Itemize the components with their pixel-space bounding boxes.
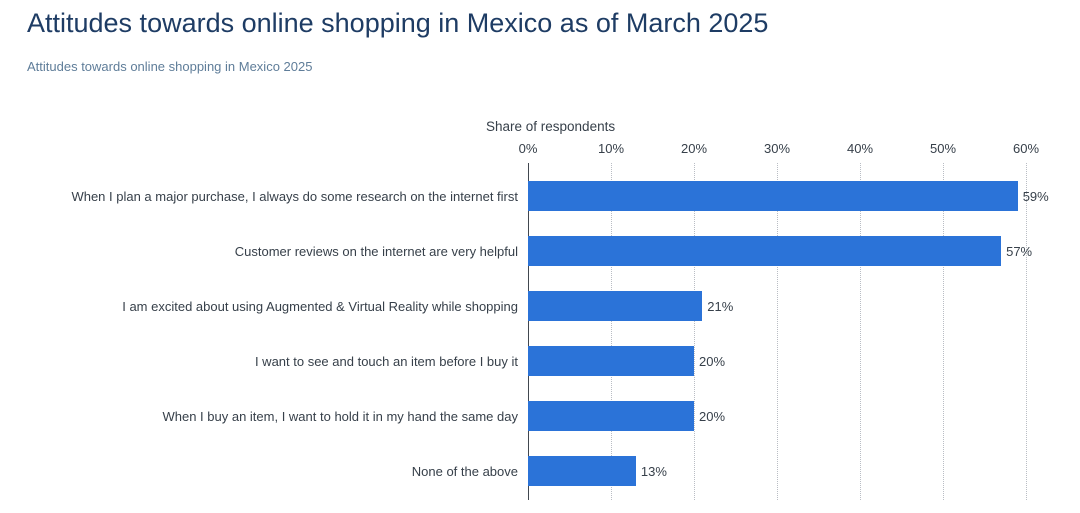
gridline — [611, 163, 612, 500]
chart-title: Attitudes towards online shopping in Mex… — [27, 8, 769, 38]
category-label: When I plan a major purchase, I always d… — [71, 188, 518, 204]
bar-row: 13% — [528, 456, 1026, 486]
bar-value-label: 20% — [699, 353, 726, 369]
category-label: When I buy an item, I want to hold it in… — [162, 408, 518, 424]
bar — [528, 346, 694, 376]
y-axis-line — [528, 163, 529, 500]
gridline — [694, 163, 695, 500]
bar-row: 57% — [528, 236, 1032, 266]
bar-value-label: 13% — [640, 463, 667, 479]
gridline — [860, 163, 861, 500]
x-axis-title: Share of respondents — [486, 119, 616, 134]
category-label: I am excited about using Augmented & Vir… — [122, 298, 518, 314]
x-tick-label: 40% — [846, 141, 874, 156]
bar-value-label: 57% — [1006, 243, 1033, 259]
x-tick-label: 20% — [680, 141, 708, 156]
bar — [528, 291, 703, 321]
plot-area: 59% 57% 21% 20% 20% 13% — [528, 163, 1049, 500]
x-tick-label: 30% — [763, 141, 791, 156]
bar-row: 20% — [528, 401, 1026, 431]
bar — [528, 401, 694, 431]
x-axis-tick-labels: 0% 10% 20% 30% 40% 50% 60% — [519, 141, 1039, 157]
x-tick-label: 0% — [518, 141, 538, 156]
bar — [528, 236, 1002, 266]
bar-row: 59% — [528, 181, 1049, 211]
x-tick-label: 60% — [1012, 141, 1040, 156]
category-label: I want to see and touch an item before I… — [254, 353, 518, 369]
x-tick-label: 10% — [597, 141, 625, 156]
category-label: Customer reviews on the internet are ver… — [234, 243, 518, 259]
bar-row: 21% — [528, 291, 1026, 321]
gridline — [1026, 163, 1027, 500]
bar — [528, 456, 636, 486]
bar-value-label: 59% — [1022, 188, 1049, 204]
gridline — [943, 163, 944, 500]
bar-row: 20% — [528, 346, 1026, 376]
bar-value-label: 21% — [707, 298, 734, 314]
x-tick-label: 50% — [929, 141, 957, 156]
bar-value-label: 20% — [699, 408, 726, 424]
gridline — [777, 163, 778, 500]
category-labels: When I plan a major purchase, I always d… — [0, 163, 518, 500]
category-label: None of the above — [411, 463, 518, 479]
bar — [528, 181, 1018, 211]
chart-subtitle: Attitudes towards online shopping in Mex… — [27, 59, 313, 74]
